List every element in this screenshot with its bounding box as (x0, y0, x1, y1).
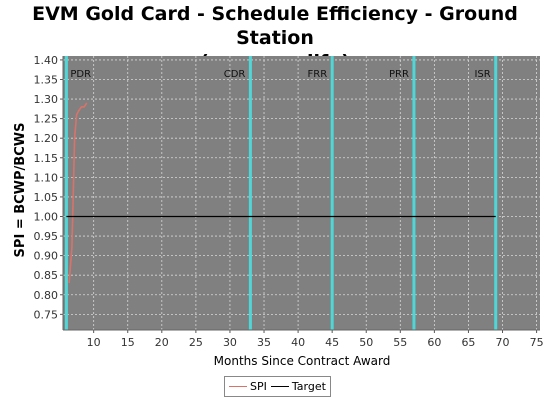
y-tick-label: 0.95 (34, 230, 59, 243)
legend: SPI Target (224, 376, 331, 397)
legend-label-spi: SPI (250, 380, 267, 393)
axes: 0.75 0.80 0.85 0.90 0.95 1.00 1.05 1.10 1.15 1.20… (34, 54, 544, 349)
x-tick-label: 70 (496, 336, 510, 349)
milestone-lines: PDR CDR FRR PRR ISR (64, 56, 498, 330)
x-tick-label: 50 (359, 336, 373, 349)
x-tick-label: 65 (461, 336, 475, 349)
y-tick-label: 1.15 (34, 152, 59, 165)
y-tick-label: 1.00 (34, 210, 59, 223)
legend-swatch-spi (229, 386, 247, 387)
y-axis-label: SPI = BCWP/BCWS (13, 123, 28, 258)
x-tick-label: 10 (87, 336, 101, 349)
legend-swatch-target (270, 386, 289, 387)
x-tick-label: 60 (427, 336, 441, 349)
x-tick-label: 30 (223, 336, 237, 349)
x-tick-label: 45 (325, 336, 339, 349)
y-tick-label: 0.90 (34, 250, 59, 263)
y-tick-label: 1.25 (34, 113, 59, 126)
x-axis-label: Months Since Contract Award (214, 354, 391, 368)
y-tick-label: 1.10 (34, 171, 59, 184)
x-tick-label: 55 (393, 336, 407, 349)
y-tick-label: 1.40 (34, 54, 59, 67)
y-tick-label: 1.05 (34, 191, 59, 204)
y-tick-label: 0.75 (34, 308, 59, 321)
plot-area (63, 56, 540, 330)
x-tick-label: 40 (291, 336, 305, 349)
y-tick-label: 1.30 (34, 93, 59, 106)
x-tick-label: 75 (530, 336, 544, 349)
legend-item-target: Target (270, 378, 326, 395)
milestone-label-cdr: CDR (224, 69, 246, 80)
x-tick-label: 20 (155, 336, 169, 349)
x-tick-label: 25 (189, 336, 203, 349)
x-tick-label: 35 (257, 336, 271, 349)
legend-label-target: Target (291, 380, 326, 393)
legend-item-spi: SPI (229, 378, 267, 395)
x-tick-label: 15 (121, 336, 135, 349)
milestone-label-prr: PRR (389, 69, 409, 80)
y-tick-label: 1.35 (34, 73, 59, 86)
y-tick-label: 0.85 (34, 269, 59, 282)
milestone-label-pdr: PDR (70, 69, 91, 80)
milestone-label-isr: ISR (474, 69, 490, 80)
series-line-spi (68, 102, 88, 284)
series-group (66, 102, 496, 284)
chart-title-line1: EVM Gold Card - Schedule Efficiency - Gr… (32, 3, 518, 49)
milestone-label-frr: FRR (308, 69, 328, 80)
y-tick-label: 1.20 (34, 132, 59, 145)
y-tick-label: 0.80 (34, 289, 59, 302)
